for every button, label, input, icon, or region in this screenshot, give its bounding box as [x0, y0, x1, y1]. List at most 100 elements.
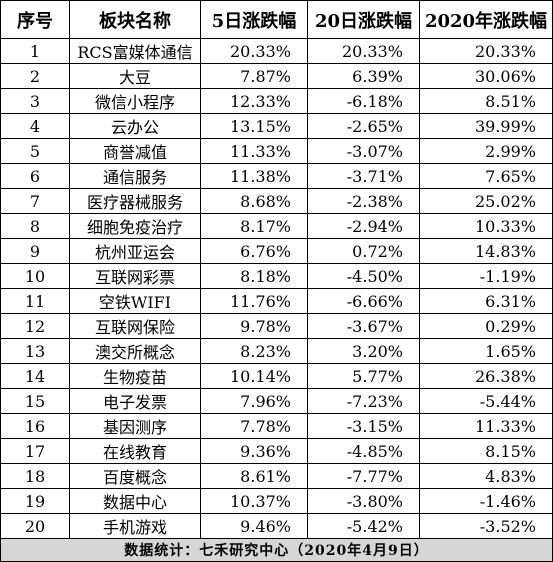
change-5day: 9.78%: [200, 313, 308, 339]
row-index: 13: [0, 338, 70, 364]
table-row: 16 基因测序 7.78% -3.15% 11.33%: [0, 413, 553, 439]
row-index: 20: [0, 513, 70, 539]
sector-name: 互联网保险: [69, 313, 201, 339]
change-2020: 4.83%: [419, 463, 553, 489]
sector-name: RCS富媒体通信: [69, 38, 201, 64]
table-row: 7 医疗器械服务 8.68% -2.38% 25.02%: [0, 188, 553, 214]
change-20day: -3.07%: [307, 138, 420, 164]
table-row: 11 空铁WIFI 11.76% -6.66% 6.31%: [0, 288, 553, 314]
row-index: 12: [0, 313, 70, 339]
change-20day: -6.66%: [307, 288, 420, 314]
row-index: 7: [0, 188, 70, 214]
change-2020: 8.51%: [419, 88, 553, 114]
row-index: 8: [0, 213, 70, 239]
change-20day: -4.50%: [307, 263, 420, 289]
change-20day: -2.94%: [307, 213, 420, 239]
sector-name: 微信小程序: [69, 88, 201, 114]
change-2020: 7.65%: [419, 163, 553, 189]
change-20day: 0.72%: [307, 238, 420, 264]
change-2020: 11.33%: [419, 413, 553, 439]
change-2020: 20.33%: [419, 38, 553, 64]
change-5day: 8.23%: [200, 338, 308, 364]
header-index: 序号: [0, 0, 70, 39]
table-row: 2 大豆 7.87% 6.39% 30.06%: [0, 63, 553, 89]
change-20day: 6.39%: [307, 63, 420, 89]
change-20day: 3.20%: [307, 338, 420, 364]
sector-name: 基因测序: [69, 413, 201, 439]
table-row: 14 生物疫苗 10.14% 5.77% 26.38%: [0, 363, 553, 389]
change-5day: 8.68%: [200, 188, 308, 214]
sector-name: 商誉减值: [69, 138, 201, 164]
change-20day: -3.71%: [307, 163, 420, 189]
table-row: 4 云办公 13.15% -2.65% 39.99%: [0, 113, 553, 139]
sector-name: 通信服务: [69, 163, 201, 189]
change-5day: 13.15%: [200, 113, 308, 139]
change-5day: 11.76%: [200, 288, 308, 314]
change-2020: 39.99%: [419, 113, 553, 139]
change-20day: 20.33%: [307, 38, 420, 64]
row-index: 17: [0, 438, 70, 464]
change-2020: 1.65%: [419, 338, 553, 364]
change-2020: 30.06%: [419, 63, 553, 89]
change-5day: 11.33%: [200, 138, 308, 164]
table-row: 12 互联网保险 9.78% -3.67% 0.29%: [0, 313, 553, 339]
sector-name: 医疗器械服务: [69, 188, 201, 214]
row-index: 3: [0, 88, 70, 114]
change-20day: 5.77%: [307, 363, 420, 389]
change-5day: 6.76%: [200, 238, 308, 264]
row-index: 18: [0, 463, 70, 489]
change-5day: 8.18%: [200, 263, 308, 289]
change-2020: 14.83%: [419, 238, 553, 264]
change-2020: 10.33%: [419, 213, 553, 239]
change-2020: 25.02%: [419, 188, 553, 214]
change-2020: -3.52%: [419, 513, 553, 539]
change-20day: -2.38%: [307, 188, 420, 214]
change-2020: -1.19%: [419, 263, 553, 289]
sector-name: 在线教育: [69, 438, 201, 464]
header-20day-change: 20日涨跌幅: [307, 0, 420, 39]
table-row: 9 杭州亚运会 6.76% 0.72% 14.83%: [0, 238, 553, 264]
change-20day: -3.80%: [307, 488, 420, 514]
change-5day: 9.36%: [200, 438, 308, 464]
change-2020: -1.46%: [419, 488, 553, 514]
row-index: 1: [0, 38, 70, 64]
change-5day: 12.33%: [200, 88, 308, 114]
table-row: 6 通信服务 11.38% -3.71% 7.65%: [0, 163, 553, 189]
table-row: 19 数据中心 10.37% -3.80% -1.46%: [0, 488, 553, 514]
sector-name: 手机游戏: [69, 513, 201, 539]
sector-name: 百度概念: [69, 463, 201, 489]
change-5day: 10.14%: [200, 363, 308, 389]
change-2020: 26.38%: [419, 363, 553, 389]
change-5day: 9.46%: [200, 513, 308, 539]
sector-name: 云办公: [69, 113, 201, 139]
sector-name: 杭州亚运会: [69, 238, 201, 264]
change-5day: 20.33%: [200, 38, 308, 64]
table-row: 10 互联网彩票 8.18% -4.50% -1.19%: [0, 263, 553, 289]
change-2020: 8.15%: [419, 438, 553, 464]
footer-row: 数据统计：七禾研究中心（2020年4月9日）: [0, 538, 553, 562]
source-note: 数据统计：七禾研究中心（2020年4月9日）: [0, 538, 553, 562]
row-index: 2: [0, 63, 70, 89]
header-row: 序号 板块名称 5日涨跌幅 20日涨跌幅 2020年涨跌幅: [0, 0, 553, 39]
change-5day: 10.37%: [200, 488, 308, 514]
row-index: 5: [0, 138, 70, 164]
header-sector-name: 板块名称: [69, 0, 201, 39]
header-2020-change: 2020年涨跌幅: [419, 0, 553, 39]
row-index: 9: [0, 238, 70, 264]
change-2020: -5.44%: [419, 388, 553, 414]
row-index: 6: [0, 163, 70, 189]
sector-name: 电子发票: [69, 388, 201, 414]
change-2020: 2.99%: [419, 138, 553, 164]
table-row: 15 电子发票 7.96% -7.23% -5.44%: [0, 388, 553, 414]
table-row: 17 在线教育 9.36% -4.85% 8.15%: [0, 438, 553, 464]
header-5day-change: 5日涨跌幅: [200, 0, 308, 39]
change-5day: 8.17%: [200, 213, 308, 239]
table-row: 1 RCS富媒体通信 20.33% 20.33% 20.33%: [0, 38, 553, 64]
row-index: 15: [0, 388, 70, 414]
change-20day: -5.42%: [307, 513, 420, 539]
change-5day: 8.61%: [200, 463, 308, 489]
change-20day: -6.18%: [307, 88, 420, 114]
row-index: 14: [0, 363, 70, 389]
